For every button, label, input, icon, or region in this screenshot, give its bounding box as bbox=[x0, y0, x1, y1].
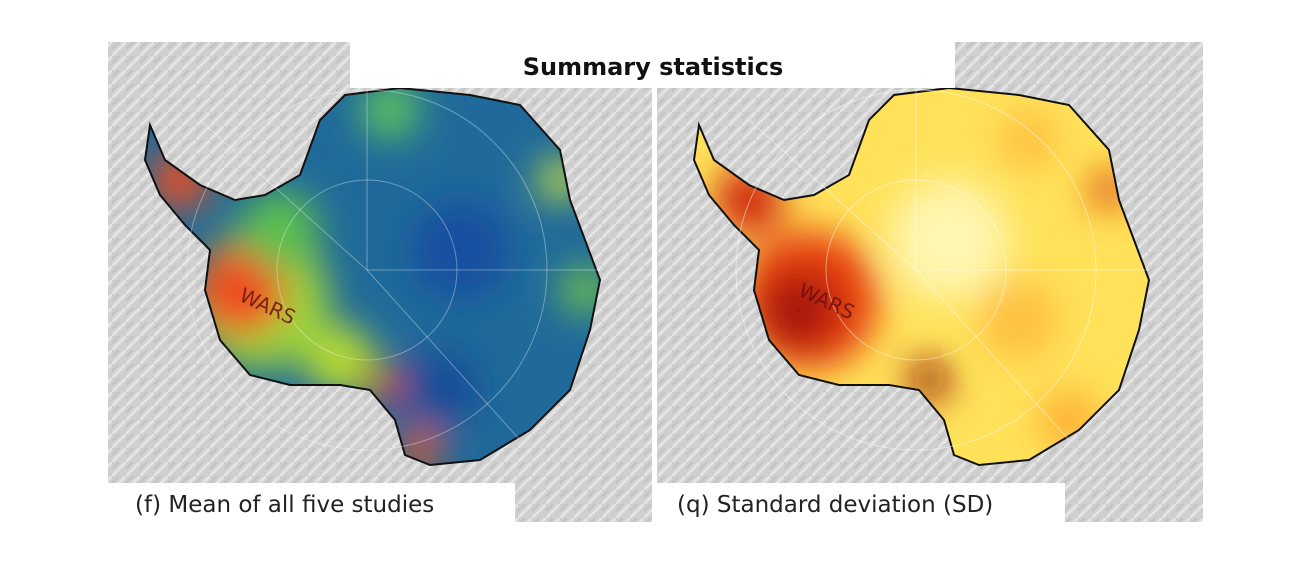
panel-caption: (f) Mean of all five studies bbox=[135, 492, 434, 518]
panel-caption: (q) Standard deviation (SD) bbox=[677, 492, 993, 518]
right-panel: WARS (q) Standard deviation (SD) bbox=[657, 42, 1203, 522]
left-panel: WARS (f) Mean of all five studies bbox=[108, 42, 652, 522]
figure-title: Summary statistics bbox=[523, 53, 784, 81]
